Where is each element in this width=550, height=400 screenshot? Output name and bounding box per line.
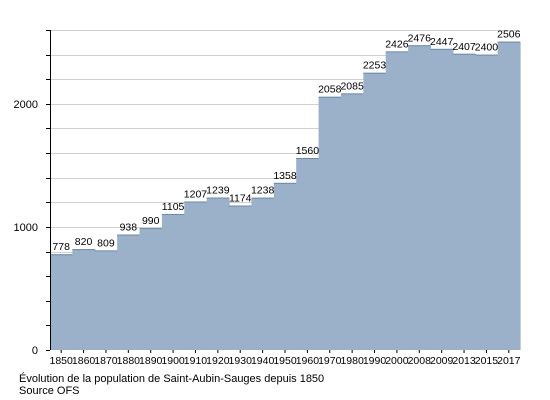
bar-1950 <box>273 182 297 350</box>
bar-1860 <box>72 249 96 350</box>
bar-1960 <box>296 158 320 350</box>
bar-2000 <box>385 51 409 351</box>
bar-2009 <box>430 48 454 350</box>
data-label-2000: 2426 <box>385 38 409 50</box>
x-tick-label-2008: 2008 <box>408 355 432 367</box>
x-tick-label-1950: 1950 <box>273 355 297 367</box>
bar-2017 <box>497 41 521 351</box>
data-label-1990: 2253 <box>363 60 387 72</box>
data-label-1970: 2058 <box>318 84 342 96</box>
x-tick-label-1870: 1870 <box>94 355 118 367</box>
data-label-1960: 1560 <box>296 145 320 157</box>
data-label-2015: 2400 <box>475 42 499 54</box>
y-tick-label: 0 <box>32 345 38 357</box>
x-tick-label-1920: 1920 <box>206 355 230 367</box>
data-label-1940: 1238 <box>251 185 275 197</box>
bar-1880 <box>117 234 141 350</box>
data-label-1860: 820 <box>75 236 93 248</box>
x-tick-label-1940: 1940 <box>251 355 275 367</box>
data-label-1850: 778 <box>52 241 70 253</box>
bar-1870 <box>94 250 118 350</box>
bar-2008 <box>408 45 432 351</box>
data-label-2009: 2447 <box>430 36 454 48</box>
data-label-2017: 2506 <box>497 29 521 41</box>
bar-2013 <box>452 53 476 350</box>
x-tick-label-1930: 1930 <box>229 355 253 367</box>
data-label-2013: 2407 <box>452 41 476 53</box>
bar-1910 <box>184 201 208 350</box>
data-label-2008: 2476 <box>408 32 432 44</box>
x-tick-label-1890: 1890 <box>139 355 163 367</box>
chart-source: Source OFS <box>19 385 80 397</box>
data-label-1930: 1174 <box>229 193 252 205</box>
bar-1900 <box>161 214 185 350</box>
y-tick-label: 2000 <box>14 99 38 111</box>
bar-1890 <box>139 228 163 350</box>
x-tick-label-1850: 1850 <box>50 355 74 367</box>
x-tick-label-2009: 2009 <box>430 355 454 367</box>
bar-1970 <box>318 96 342 350</box>
data-label-1890: 990 <box>142 215 160 227</box>
x-tick-label-2017: 2017 <box>497 355 521 367</box>
bar-1930 <box>229 205 253 350</box>
bar-1980 <box>340 93 364 350</box>
x-tick-label-1910: 1910 <box>184 355 208 367</box>
x-tick-label-2013: 2013 <box>452 355 476 367</box>
data-label-1920: 1239 <box>206 185 230 197</box>
x-tick-label-2000: 2000 <box>385 355 409 367</box>
x-tick-label-1880: 1880 <box>117 355 141 367</box>
data-label-1980: 2085 <box>340 80 364 92</box>
x-tick-label-1900: 1900 <box>161 355 185 367</box>
bar-1990 <box>363 72 387 350</box>
data-label-1950: 1358 <box>273 170 297 182</box>
chart-caption: Évolution de la population de Saint-Aubi… <box>19 373 325 385</box>
x-tick-label-1990: 1990 <box>363 355 387 367</box>
data-label-1870: 809 <box>97 237 115 249</box>
data-label-1910: 1207 <box>184 188 208 200</box>
bar-1940 <box>251 197 275 350</box>
data-label-1880: 938 <box>120 222 138 234</box>
data-label-1900: 1105 <box>162 201 185 213</box>
x-tick-label-2015: 2015 <box>475 355 499 367</box>
y-tick-label: 1000 <box>14 222 38 234</box>
bar-1850 <box>50 254 73 350</box>
x-tick-label-1860: 1860 <box>72 355 96 367</box>
x-tick-label-1970: 1970 <box>318 355 342 367</box>
x-tick-label-1960: 1960 <box>296 355 320 367</box>
bar-1920 <box>206 197 230 350</box>
x-tick-label-1980: 1980 <box>340 355 364 367</box>
bar-2015 <box>475 54 499 350</box>
